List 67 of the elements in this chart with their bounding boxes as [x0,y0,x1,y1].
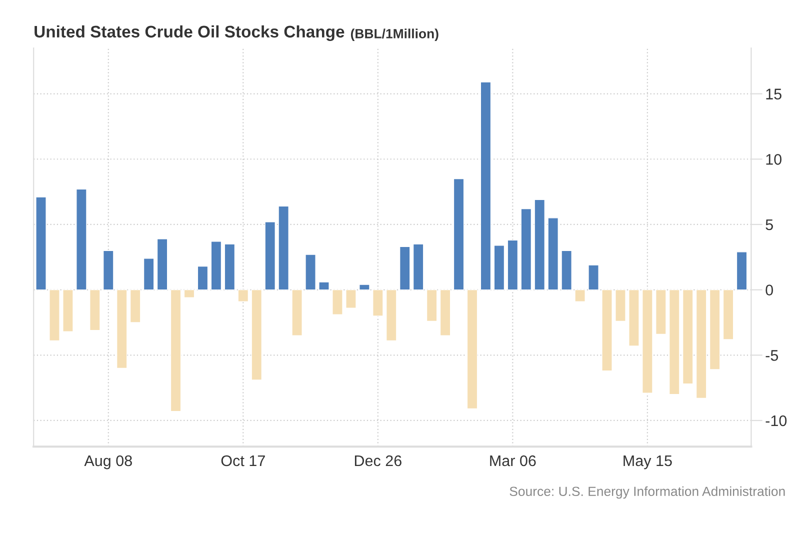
bar [722,289,734,340]
bar [494,245,505,290]
bar [292,289,302,336]
bar [386,289,397,342]
bar [642,289,653,394]
bar [318,282,330,290]
chart-subtitle: (BBL/1Million) [350,28,438,41]
x-tick-label: May 15 [624,456,672,470]
bar [440,289,451,336]
bar [709,289,720,370]
bar [346,289,356,308]
bar [251,289,262,380]
bar [561,250,572,290]
x-tick-label: Oct 17 [221,455,265,466]
bar [305,254,316,290]
bar [736,252,748,290]
bar [426,289,438,322]
bar [668,289,680,395]
y-tick-label: -10 [766,415,787,426]
bar [628,289,640,346]
y-tick-label: -5 [766,350,778,361]
bar [520,208,532,290]
bar [130,289,141,323]
bar [412,244,424,290]
bar [548,218,559,290]
bar [480,82,492,290]
bar [696,289,707,399]
bar [359,284,370,290]
bar [170,289,182,412]
bar [656,289,666,335]
bar [210,241,222,290]
x-tick-label: Aug 08 [84,455,132,470]
y-tick-label: 0 [766,284,773,296]
bar [372,289,384,316]
bar [466,289,478,410]
bar [238,289,249,302]
chart-title: United States Crude Oil Stocks Change [34,25,344,41]
bar [184,289,195,298]
bar [399,246,410,290]
bar [278,206,289,290]
bar [453,178,464,290]
bar [332,289,343,315]
bar [615,289,626,322]
bar [156,238,168,290]
y-tick-label: 15 [766,88,782,100]
x-tick-label: Dec 26 [354,455,402,466]
bar [90,289,100,331]
bar [264,222,276,290]
bar [36,196,46,290]
bar [143,258,154,290]
bar [602,289,612,372]
bar [62,289,74,332]
bar [197,266,208,290]
x-tick-label: Mar 06 [490,455,536,466]
bar [588,264,599,290]
y-tick-label: 5 [766,219,773,230]
bar [116,289,128,369]
bar [224,244,236,290]
y-tick-label: 10 [766,154,782,165]
bar [102,250,114,290]
bar [76,188,87,290]
bar [534,199,546,290]
bar [507,240,518,290]
bar [682,289,694,384]
source-note: Source: U.S. Energy Information Administration [510,486,785,499]
bar [49,289,60,342]
bar [574,289,586,302]
